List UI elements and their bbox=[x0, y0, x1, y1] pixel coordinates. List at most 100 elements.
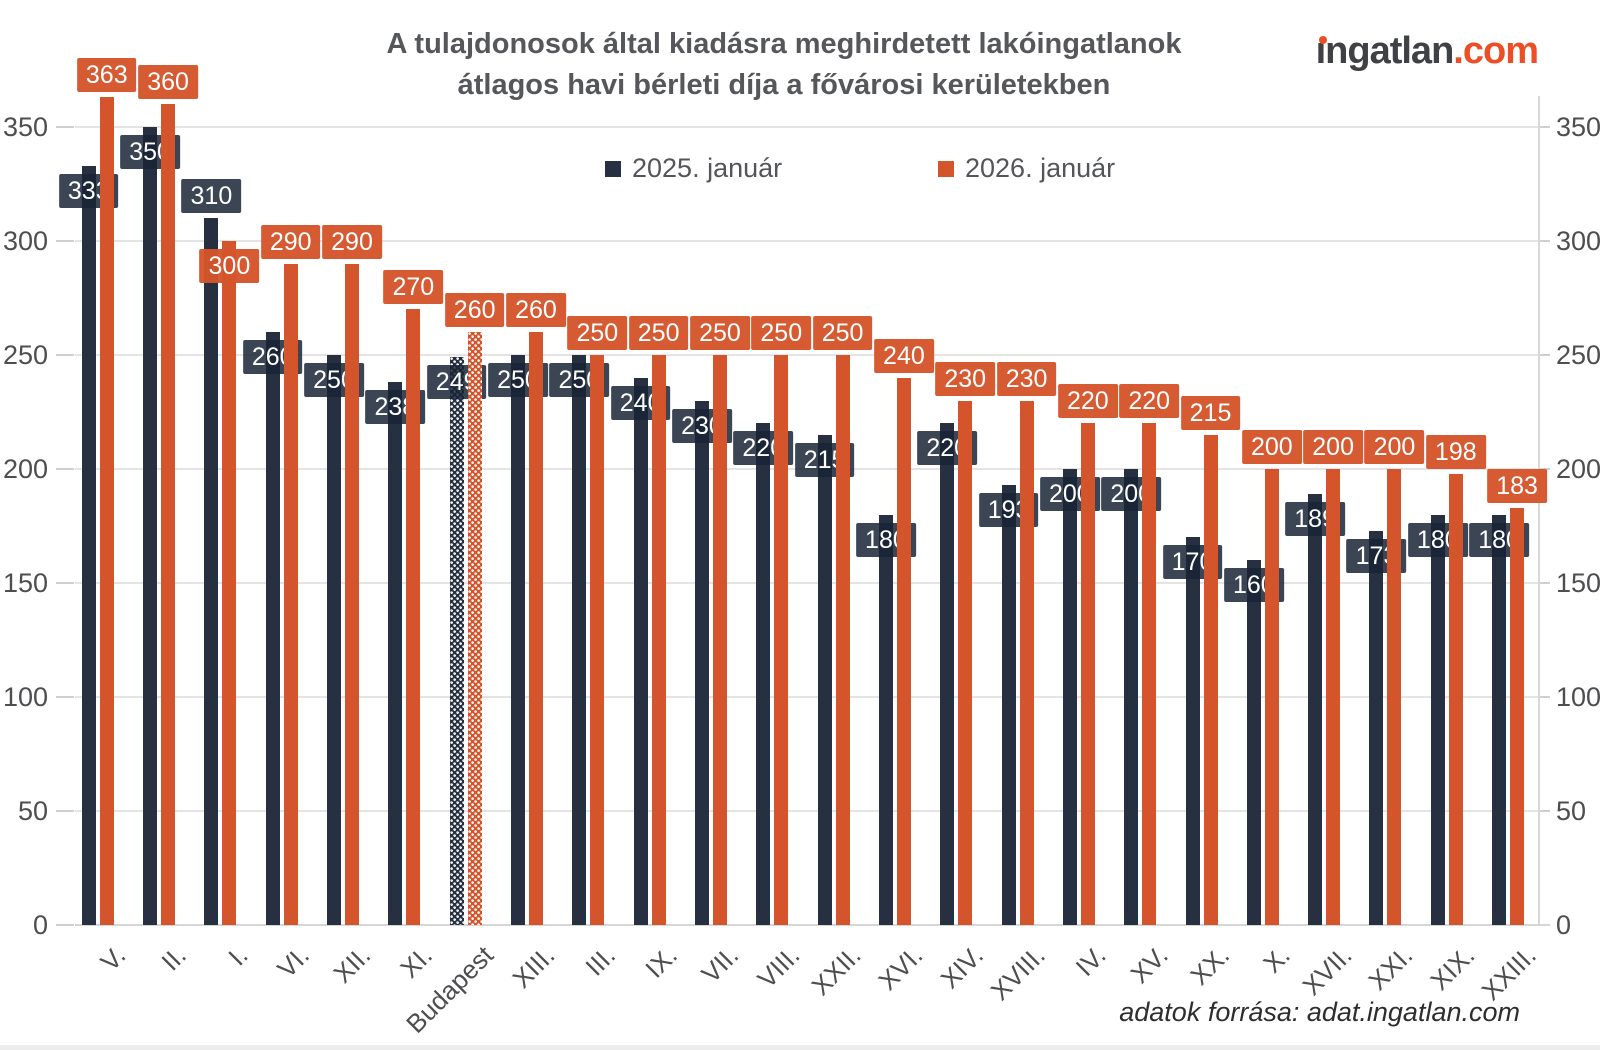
grid-line bbox=[75, 582, 1538, 584]
legend-item-2026[interactable]: 2026. január bbox=[938, 153, 1115, 184]
bar-2025-januar[interactable] bbox=[1124, 469, 1139, 925]
bar-2025-januar[interactable] bbox=[1062, 469, 1077, 925]
x-axis-label-viii: VIII. bbox=[751, 940, 806, 994]
bar-2026-januar[interactable] bbox=[1203, 434, 1218, 925]
chart-title: A tulajdonosok által kiadásra meghirdete… bbox=[234, 24, 1334, 106]
value-label-2026-januar: 215 bbox=[1180, 395, 1241, 430]
y-tick-label-right: 350 bbox=[1556, 112, 1600, 142]
y-tick-label-right: 150 bbox=[1556, 568, 1600, 598]
grid-line bbox=[75, 354, 1538, 356]
legend-swatch-2025-icon bbox=[605, 160, 621, 177]
bar-2026-januar[interactable] bbox=[345, 263, 360, 925]
value-label-2026-januar: 360 bbox=[138, 65, 198, 100]
value-label-2025-januar: 310 bbox=[181, 179, 242, 214]
value-label-2026-januar: 300 bbox=[199, 249, 260, 283]
y-tick-mark-left bbox=[56, 582, 74, 584]
x-axis-label-xii: XII. bbox=[327, 940, 377, 989]
bar-2025-januar[interactable] bbox=[81, 165, 96, 925]
value-label-2026-januar: 200 bbox=[1364, 430, 1425, 464]
bar-2026-januar[interactable] bbox=[467, 332, 482, 925]
x-axis-label-xiv: XIV. bbox=[935, 940, 990, 995]
x-axis-label-xvii: XVII. bbox=[1296, 940, 1358, 1002]
bar-2026-januar[interactable] bbox=[283, 263, 298, 925]
x-axis-label-i: I. bbox=[222, 940, 254, 972]
bar-2025-januar[interactable] bbox=[940, 423, 955, 925]
bar-2025-januar[interactable] bbox=[204, 218, 219, 925]
bar-2025-januar[interactable] bbox=[633, 377, 648, 925]
bar-2025-januar[interactable] bbox=[694, 400, 709, 925]
bar-2025-januar[interactable] bbox=[756, 423, 771, 925]
legend-swatch-2026-icon bbox=[938, 160, 954, 177]
y-tick-mark-left bbox=[56, 126, 74, 128]
x-axis-label-xix: XIX. bbox=[1424, 940, 1481, 996]
bar-2026-januar[interactable] bbox=[1510, 507, 1525, 925]
bar-2026-januar[interactable] bbox=[896, 377, 911, 925]
y-tick-label-left: 50 bbox=[17, 796, 48, 826]
logo-i-dot-icon bbox=[1318, 36, 1327, 44]
bar-2025-januar[interactable] bbox=[817, 434, 832, 925]
legend-item-2025[interactable]: 2025. január bbox=[605, 153, 782, 184]
y-tick-mark-right bbox=[1538, 810, 1550, 812]
bar-2026-januar[interactable] bbox=[99, 97, 114, 925]
data-source-note: adatok forrása: adat.ingatlan.com bbox=[1119, 997, 1520, 1027]
x-axis-label-xv: XV. bbox=[1124, 940, 1174, 990]
bar-2025-januar[interactable] bbox=[1001, 484, 1016, 925]
y-tick-mark-left bbox=[56, 696, 74, 698]
bar-2026-januar[interactable] bbox=[1264, 469, 1279, 925]
bar-2026-januar[interactable] bbox=[161, 104, 176, 925]
value-label-2026-januar: 290 bbox=[322, 224, 382, 259]
bar-2025-januar[interactable] bbox=[572, 355, 587, 925]
value-label-2026-januar: 250 bbox=[812, 316, 873, 350]
bar-2026-januar[interactable] bbox=[1448, 473, 1463, 925]
bar-2026-januar[interactable] bbox=[406, 309, 421, 925]
value-label-2026-januar: 250 bbox=[628, 316, 689, 350]
value-label-2026-januar: 240 bbox=[874, 338, 934, 373]
bar-2025-januar[interactable] bbox=[1369, 530, 1384, 925]
bar-2025-januar[interactable] bbox=[143, 127, 158, 925]
bar-2026-januar[interactable] bbox=[222, 241, 237, 925]
bar-2026-januar[interactable] bbox=[712, 355, 727, 925]
bar-2026-januar[interactable] bbox=[651, 355, 666, 925]
bar-2026-januar[interactable] bbox=[590, 355, 605, 925]
bar-2025-januar[interactable] bbox=[878, 514, 893, 925]
y-tick-label-right: 0 bbox=[1556, 910, 1572, 940]
bar-2025-januar[interactable] bbox=[265, 332, 280, 925]
bar-2025-januar[interactable] bbox=[1246, 560, 1261, 925]
bar-2025-januar[interactable] bbox=[388, 382, 403, 925]
bar-2026-januar[interactable] bbox=[1142, 423, 1157, 925]
y-tick-label-right: 200 bbox=[1556, 454, 1600, 484]
bar-2026-januar[interactable] bbox=[835, 355, 850, 925]
grid-line bbox=[75, 240, 1538, 242]
x-axis-label-iv: IV. bbox=[1070, 940, 1113, 983]
y-tick-mark-right bbox=[1538, 582, 1550, 584]
bar-2025-januar[interactable] bbox=[449, 357, 464, 925]
y-axis-line-right bbox=[1538, 96, 1540, 925]
y-tick-mark-right bbox=[1538, 696, 1550, 698]
bar-2025-januar[interactable] bbox=[1430, 514, 1445, 925]
bar-2026-januar[interactable] bbox=[774, 355, 789, 925]
y-tick-mark-right bbox=[1538, 240, 1550, 242]
value-label-2026-januar: 200 bbox=[1241, 430, 1302, 464]
y-tick-label-right: 300 bbox=[1556, 226, 1600, 256]
bar-2025-januar[interactable] bbox=[510, 355, 525, 925]
bar-2026-januar[interactable] bbox=[1387, 469, 1402, 925]
value-label-2026-januar: 200 bbox=[1303, 430, 1363, 464]
legend-label-2025: 2025. január bbox=[632, 153, 783, 183]
value-label-2026-januar: 250 bbox=[690, 316, 750, 350]
bar-2026-januar[interactable] bbox=[1326, 469, 1341, 925]
x-axis-label-v: V. bbox=[94, 940, 131, 977]
value-label-2026-januar: 198 bbox=[1425, 434, 1486, 469]
bar-2025-januar[interactable] bbox=[1492, 514, 1507, 925]
bar-2026-januar[interactable] bbox=[958, 400, 973, 925]
bar-2026-januar[interactable] bbox=[1080, 423, 1095, 925]
bar-2025-januar[interactable] bbox=[1185, 537, 1200, 925]
bar-2026-januar[interactable] bbox=[1019, 400, 1034, 925]
bar-2025-januar[interactable] bbox=[1308, 494, 1323, 925]
bar-2025-januar[interactable] bbox=[327, 355, 342, 925]
x-axis-label-iii: III. bbox=[579, 940, 622, 982]
x-axis-label-xvi: XVI. bbox=[872, 940, 929, 996]
grid-line bbox=[75, 696, 1538, 698]
y-tick-label-left: 0 bbox=[32, 910, 48, 940]
x-axis-label-xviii: XVIII. bbox=[984, 940, 1051, 1007]
bar-2026-januar[interactable] bbox=[528, 332, 543, 925]
